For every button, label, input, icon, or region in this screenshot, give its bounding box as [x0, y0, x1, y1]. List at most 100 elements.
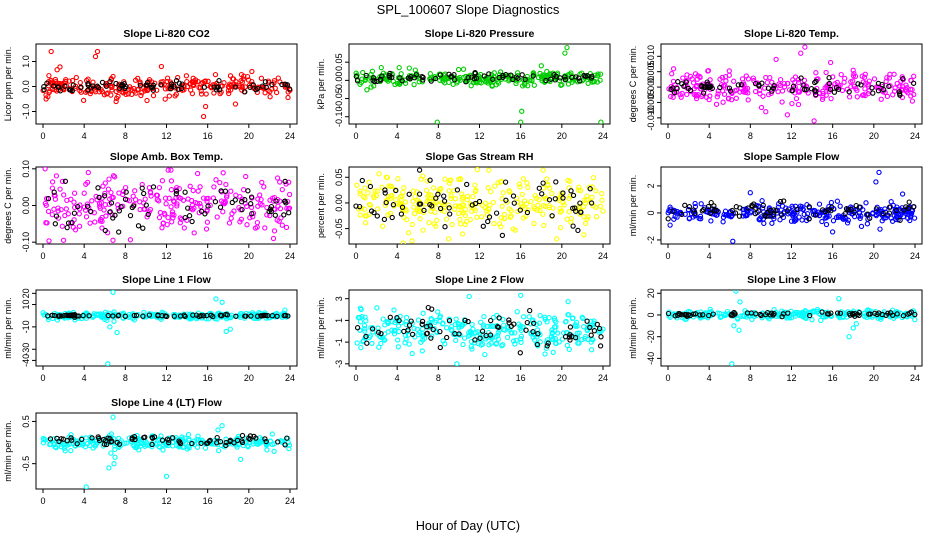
point-hourly: [503, 71, 509, 78]
point-all: [546, 315, 552, 321]
point-hourly: [494, 324, 501, 330]
point-hourly: [679, 211, 685, 218]
point-all: [685, 207, 692, 213]
point-all: [110, 237, 116, 243]
point-hourly: [41, 84, 47, 90]
x-tick-label: 4: [707, 131, 712, 141]
point-hourly: [523, 327, 529, 333]
point-hourly: [781, 198, 787, 204]
point-all: [92, 53, 99, 60]
point-hourly: [568, 188, 574, 194]
point-all: [420, 227, 426, 233]
point-all: [365, 190, 371, 196]
point-hourly: [907, 310, 913, 316]
point-all: [106, 176, 112, 182]
point-hourly: [911, 204, 917, 210]
point-all: [355, 314, 362, 321]
point-all: [257, 192, 263, 198]
point-all: [579, 314, 585, 320]
point-all: [258, 75, 265, 81]
point-all: [435, 309, 441, 315]
point-hourly: [286, 210, 292, 216]
point-hourly: [88, 85, 94, 91]
x-tick-label: 12: [474, 131, 484, 141]
x-tick-label: 20: [244, 251, 254, 261]
point-hourly: [853, 202, 859, 209]
point-all: [165, 214, 171, 221]
point-all: [522, 205, 528, 212]
point-all: [456, 210, 462, 217]
point-hourly: [572, 205, 578, 211]
point-hourly: [753, 311, 759, 317]
point-all: [908, 213, 914, 219]
y-axis-label: ml/min per min.: [3, 420, 13, 482]
point-all: [887, 71, 893, 77]
point-all: [866, 78, 873, 84]
point-all: [550, 349, 556, 356]
point-hourly: [74, 441, 80, 447]
point-all: [245, 444, 251, 450]
point-all: [255, 196, 261, 202]
point-all: [739, 76, 746, 82]
point-all: [244, 222, 250, 228]
point-hourly: [150, 84, 156, 90]
panel-title: Slope Line 4 (LT) Flow: [111, 397, 222, 409]
point-all: [415, 317, 422, 323]
point-hourly: [137, 82, 144, 88]
point-hourly: [232, 197, 238, 203]
point-hourly: [819, 309, 825, 315]
point-all: [903, 88, 910, 94]
point-all: [758, 104, 765, 111]
point-all: [53, 444, 59, 451]
point-hourly: [700, 312, 706, 318]
point-hourly: [729, 207, 735, 214]
point-hourly: [588, 332, 594, 338]
point-all: [387, 183, 394, 189]
point-hourly: [416, 191, 423, 197]
point-all: [406, 341, 412, 347]
point-hourly: [552, 196, 558, 202]
point-all: [40, 435, 46, 442]
point-all: [884, 93, 891, 100]
point-hourly: [545, 340, 551, 346]
point-all: [81, 190, 87, 196]
point-hourly: [700, 90, 707, 96]
point-all: [525, 184, 531, 191]
point-all: [168, 167, 174, 173]
point-all: [498, 179, 504, 185]
point-all: [518, 201, 524, 207]
point-all: [123, 91, 129, 98]
x-tick-label: 16: [516, 373, 526, 383]
point-all: [271, 228, 278, 234]
point-hourly: [517, 350, 523, 356]
point-all: [358, 306, 364, 313]
y-tick-label: 2: [646, 183, 656, 188]
point-all: [582, 333, 589, 340]
point-all: [553, 340, 559, 347]
point-all: [417, 216, 423, 222]
point-hourly: [496, 74, 502, 81]
points: [40, 290, 291, 366]
point-all: [744, 85, 751, 92]
point-all: [745, 97, 751, 103]
point-all: [574, 330, 580, 336]
point-all: [597, 203, 604, 209]
point-all: [761, 220, 767, 227]
point-all: [509, 330, 515, 336]
point-all: [459, 191, 465, 197]
x-tick-label: 4: [82, 373, 87, 383]
point-all: [354, 182, 360, 188]
point-all: [828, 199, 835, 206]
point-all: [797, 203, 804, 209]
point-all: [768, 90, 774, 97]
point-all: [255, 203, 261, 209]
point-all: [240, 187, 247, 193]
point-hourly: [567, 337, 573, 343]
point-hourly: [78, 84, 84, 90]
point-hourly: [224, 312, 231, 318]
point-hourly: [353, 73, 359, 80]
point-all: [588, 199, 594, 205]
point-hourly: [405, 327, 411, 333]
y-tick-label: 10: [21, 300, 31, 310]
panel-title: Slope Sample Flow: [744, 151, 841, 163]
